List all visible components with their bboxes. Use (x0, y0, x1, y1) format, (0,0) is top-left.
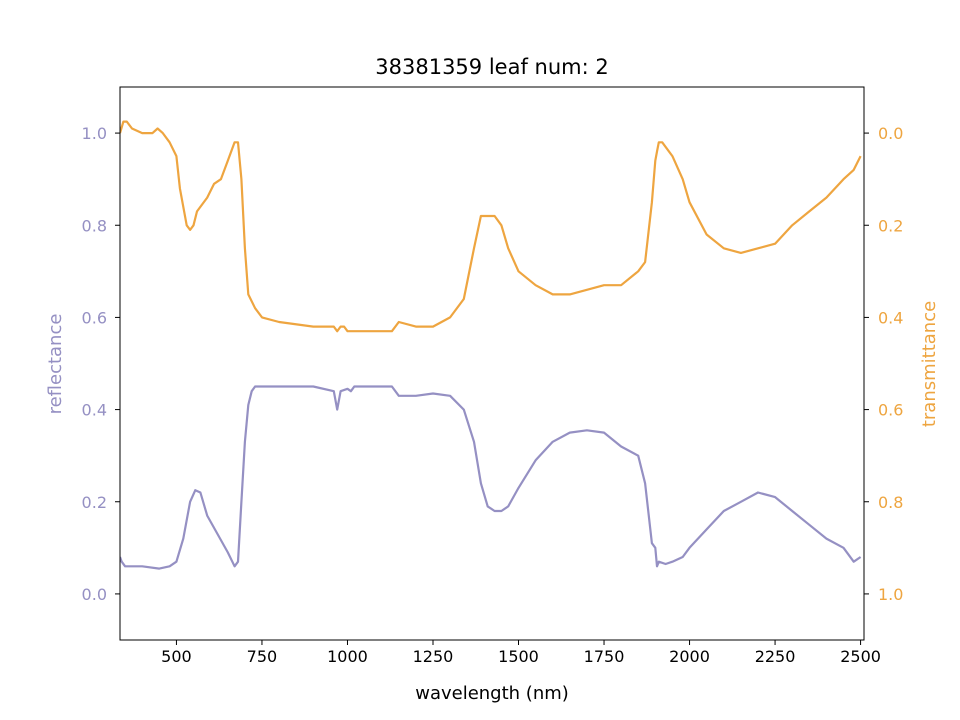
chart-title: 38381359 leaf num: 2 (375, 55, 608, 79)
x-axis-title: wavelength (nm) (415, 683, 569, 704)
right-tick-label: 0.2 (878, 216, 903, 235)
reflectance-line (120, 385, 862, 570)
x-tick-label: 2250 (755, 647, 796, 666)
plot-frame (119, 86, 865, 641)
series-layer (120, 120, 862, 570)
right-axis: 0.0 0.2 0.4 0.6 0.8 1.0 (864, 124, 903, 604)
x-tick-label: 2500 (840, 647, 881, 666)
left-axis: 0.0 0.2 0.4 0.6 0.8 1.0 (82, 124, 120, 604)
x-tick-label: 1750 (584, 647, 625, 666)
right-tick-label: 0.4 (878, 308, 903, 327)
left-tick-label: 0.4 (82, 401, 107, 420)
transmittance-line (120, 120, 862, 333)
x-tick-label: 500 (161, 647, 192, 666)
left-tick-label: 0.2 (82, 493, 107, 512)
left-tick-label: 0.0 (82, 585, 107, 604)
x-tick-label: 2000 (669, 647, 710, 666)
right-tick-label: 1.0 (878, 585, 903, 604)
x-tick-label: 1250 (413, 647, 454, 666)
x-tick-label: 1000 (327, 647, 368, 666)
right-tick-label: 0.6 (878, 401, 903, 420)
right-tick-label: 0.8 (878, 493, 903, 512)
left-tick-label: 0.8 (82, 216, 107, 235)
x-tick-label: 1500 (498, 647, 539, 666)
left-tick-label: 1.0 (82, 124, 107, 143)
x-axis: 500 750 1000 1250 1500 1750 2000 2250 2500 (161, 640, 881, 666)
left-axis-title: reflectance (45, 314, 66, 415)
left-tick-label: 0.6 (82, 308, 107, 327)
x-tick-label: 750 (247, 647, 278, 666)
right-tick-label: 0.0 (878, 124, 903, 143)
right-axis-title: transmittance (919, 301, 940, 427)
